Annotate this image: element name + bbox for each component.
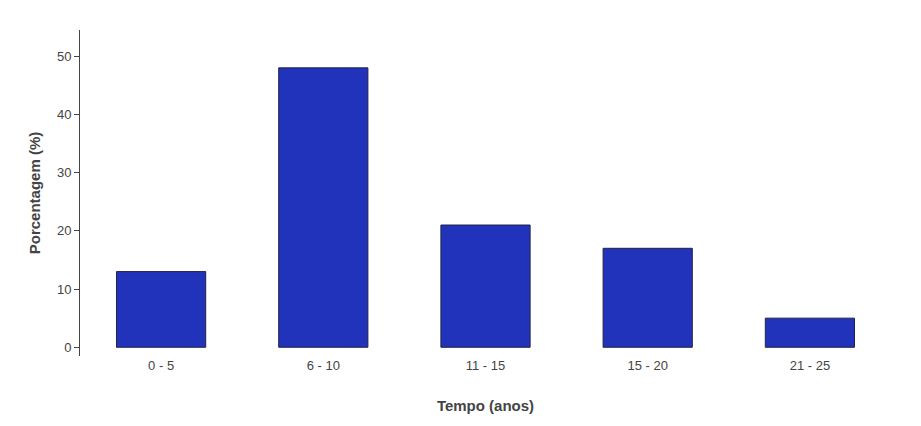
svg-text:30: 30 [57, 165, 71, 180]
svg-text:Tempo (anos): Tempo (anos) [437, 397, 534, 414]
svg-text:50: 50 [57, 49, 71, 64]
svg-text:0 - 5: 0 - 5 [148, 358, 174, 373]
svg-text:6 - 10: 6 - 10 [307, 358, 340, 373]
svg-text:20: 20 [57, 223, 71, 238]
svg-text:0: 0 [64, 340, 71, 355]
svg-text:21 - 25: 21 - 25 [790, 358, 830, 373]
svg-text:11 - 15: 11 - 15 [466, 358, 506, 373]
svg-text:40: 40 [57, 107, 71, 122]
svg-text:15 - 20: 15 - 20 [627, 358, 667, 373]
svg-text:Porcentagem (%): Porcentagem (%) [26, 132, 43, 255]
svg-text:10: 10 [57, 282, 71, 297]
